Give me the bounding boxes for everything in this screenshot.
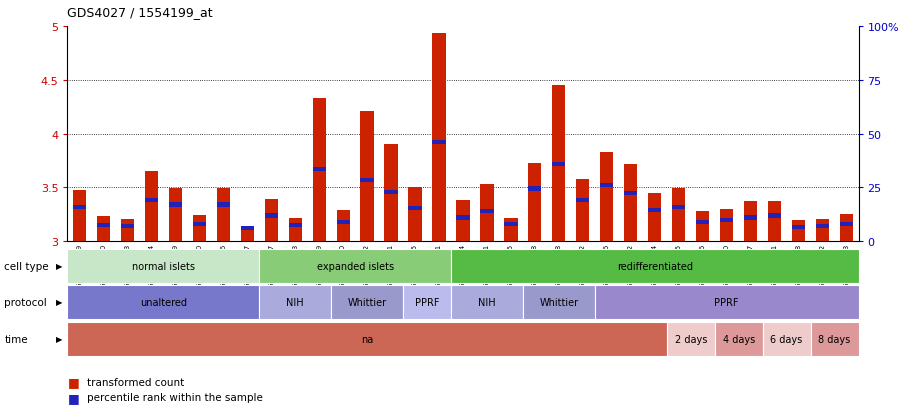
Bar	[816, 224, 829, 229]
Bar	[601, 152, 613, 242]
Text: cell type: cell type	[4, 261, 49, 271]
Bar	[480, 185, 494, 242]
Text: protocol: protocol	[4, 297, 48, 307]
Bar	[768, 202, 781, 242]
Text: 6 days: 6 days	[770, 334, 803, 344]
Bar	[504, 222, 518, 227]
Bar	[408, 206, 422, 211]
Bar	[97, 223, 110, 228]
Text: NIH: NIH	[478, 297, 495, 307]
Bar	[744, 202, 757, 242]
Text: 4 days: 4 days	[723, 334, 755, 344]
Bar	[480, 209, 494, 214]
Text: ▶: ▶	[57, 297, 63, 306]
Bar	[241, 227, 254, 231]
Text: ▶: ▶	[57, 261, 63, 271]
Bar	[792, 220, 806, 242]
Text: ▶: ▶	[57, 335, 63, 344]
Text: Whittier: Whittier	[539, 297, 578, 307]
Bar	[792, 225, 806, 230]
Bar	[504, 218, 518, 242]
Bar	[145, 172, 158, 242]
Bar	[529, 163, 541, 242]
Bar	[289, 223, 302, 228]
Text: percentile rank within the sample: percentile rank within the sample	[87, 392, 263, 402]
Bar	[696, 211, 709, 242]
Bar	[264, 200, 278, 242]
Bar	[217, 203, 230, 207]
Text: PPRF: PPRF	[715, 297, 739, 307]
Text: 8 days: 8 days	[818, 334, 850, 344]
Bar	[169, 203, 182, 207]
Bar	[648, 193, 662, 242]
Bar	[73, 190, 86, 242]
Bar	[552, 86, 565, 242]
Bar	[432, 34, 446, 242]
Bar	[408, 188, 422, 242]
Bar	[720, 218, 734, 222]
Text: NIH: NIH	[287, 297, 304, 307]
Text: Whittier: Whittier	[348, 297, 387, 307]
Bar	[672, 189, 685, 242]
Bar	[432, 141, 446, 145]
Bar	[744, 216, 757, 220]
Text: transformed count: transformed count	[87, 377, 184, 387]
Bar	[457, 216, 469, 220]
Bar	[192, 222, 206, 227]
Text: unaltered: unaltered	[140, 297, 187, 307]
Bar	[816, 219, 829, 242]
Text: expanded islets: expanded islets	[316, 261, 394, 271]
Bar	[241, 228, 254, 242]
Bar	[336, 211, 350, 242]
Bar	[624, 164, 637, 242]
Bar	[457, 201, 469, 242]
Text: na: na	[361, 334, 373, 344]
Bar	[217, 189, 230, 242]
Bar	[289, 218, 302, 242]
Bar	[720, 209, 734, 242]
Text: PPRF: PPRF	[414, 297, 440, 307]
Bar	[624, 191, 637, 195]
Bar	[97, 217, 110, 242]
Text: normal islets: normal islets	[132, 261, 195, 271]
Text: time: time	[4, 334, 28, 344]
Text: GDS4027 / 1554199_at: GDS4027 / 1554199_at	[67, 6, 213, 19]
Bar	[360, 112, 374, 242]
Bar	[601, 184, 613, 188]
Bar	[313, 99, 325, 242]
Bar	[576, 199, 590, 203]
Bar	[313, 168, 325, 172]
Bar	[648, 208, 662, 213]
Bar	[696, 220, 709, 224]
Bar	[264, 214, 278, 218]
Bar	[385, 190, 397, 195]
Bar	[768, 214, 781, 218]
Bar	[336, 220, 350, 224]
Bar	[169, 189, 182, 242]
Bar	[576, 179, 590, 242]
Text: ■: ■	[67, 391, 79, 404]
Bar	[145, 199, 158, 203]
Bar	[529, 187, 541, 191]
Text: 2 days: 2 days	[674, 334, 707, 344]
Bar	[840, 215, 853, 242]
Text: redifferentiated: redifferentiated	[617, 261, 693, 271]
Bar	[840, 222, 853, 227]
Bar	[192, 216, 206, 242]
Text: ■: ■	[67, 375, 79, 389]
Bar	[552, 162, 565, 166]
Bar	[360, 178, 374, 183]
Bar	[73, 205, 86, 209]
Bar	[672, 205, 685, 209]
Bar	[120, 224, 134, 229]
Bar	[120, 219, 134, 242]
Bar	[385, 145, 397, 242]
